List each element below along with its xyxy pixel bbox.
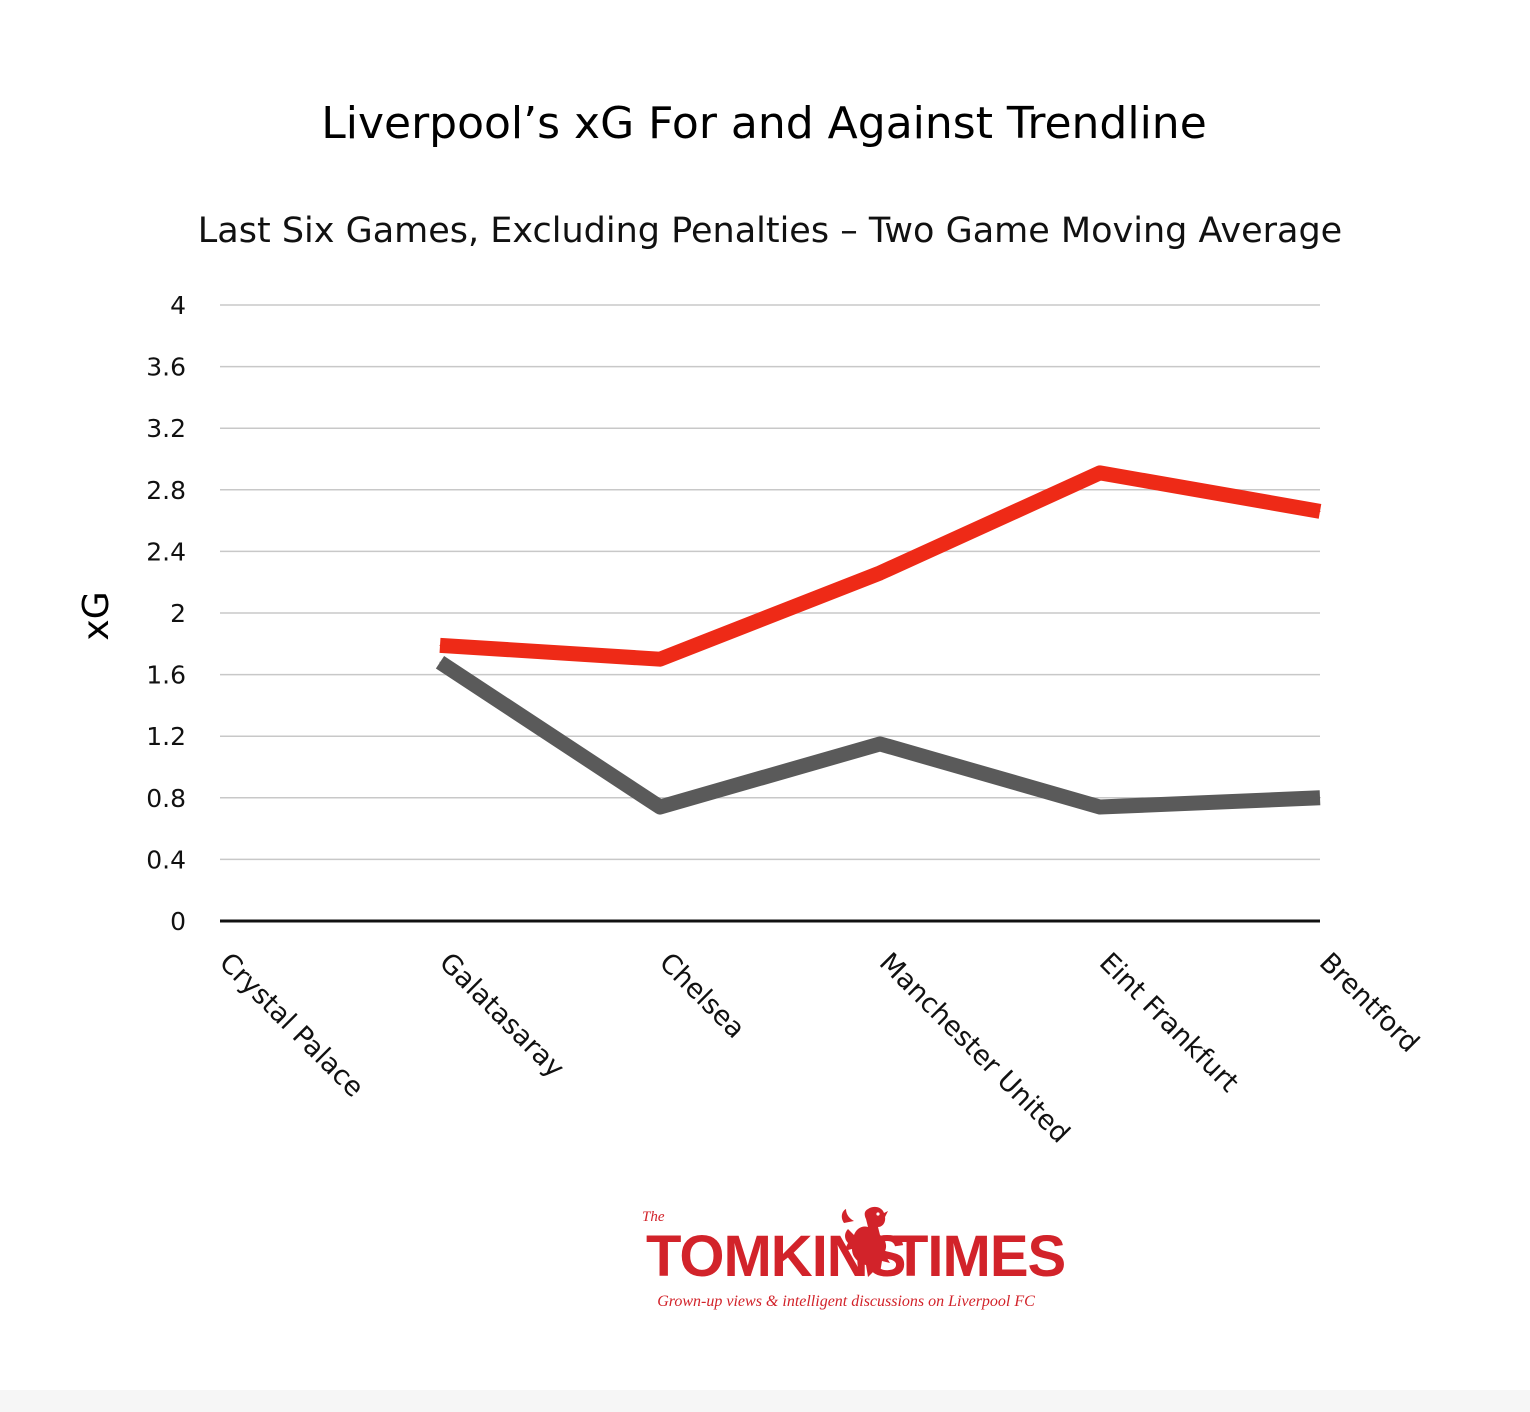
chart-title: Liverpool’s xG For and Against Trendline xyxy=(321,98,1207,149)
y-axis-label: xG xyxy=(76,591,117,640)
data-point xyxy=(879,572,881,574)
series-line-0 xyxy=(439,465,1322,667)
brand-name-right: TIMES xyxy=(893,1224,1065,1289)
x-tick-label: Eint Frankfurt xyxy=(1093,947,1244,1098)
brand-logo: The TOMKINS TIMES Grown-up views & intel… xyxy=(642,1206,1066,1310)
liver-bird-icon xyxy=(841,1206,890,1277)
data-point xyxy=(1319,510,1321,512)
data-point xyxy=(1099,472,1101,474)
data-point xyxy=(439,644,441,646)
x-tick-label: Chelsea xyxy=(653,947,751,1045)
y-tick-label: 3.2 xyxy=(146,414,186,443)
y-tick-label: 4 xyxy=(170,291,186,320)
y-tick-label: 2.4 xyxy=(146,537,186,566)
data-point xyxy=(1099,806,1101,808)
series-line-1 xyxy=(435,656,1321,815)
y-tick-label: 0.8 xyxy=(146,784,186,813)
bottom-strip xyxy=(0,1390,1530,1412)
x-tick-label: Manchester United xyxy=(873,947,1075,1149)
chart-subtitle: Last Six Games, Excluding Penalties – Tw… xyxy=(198,211,1342,251)
y-tick-label: 3.6 xyxy=(146,353,186,382)
data-point xyxy=(659,658,661,660)
series-lines xyxy=(435,465,1322,815)
y-axis-ticks: 0 0.4 0.8 1.2 1.6 2 2.4 2.8 3.2 3.6 4 xyxy=(146,291,186,936)
x-tick-label: Galatasaray xyxy=(433,947,570,1084)
x-tick-label: Brentford xyxy=(1313,947,1425,1059)
y-tick-label: 0.4 xyxy=(146,845,186,874)
brand-small-text: The xyxy=(642,1209,665,1225)
x-axis-ticks: Crystal Palace Galatasaray Chelsea Manchest… xyxy=(213,947,1425,1149)
y-tick-label: 2.8 xyxy=(146,476,186,505)
data-point xyxy=(1319,797,1321,799)
x-tick-label: Crystal Palace xyxy=(213,947,370,1104)
data-point xyxy=(879,743,881,745)
data-point xyxy=(439,661,441,663)
y-tick-label: 1.6 xyxy=(146,661,186,690)
y-tick-label: 2 xyxy=(170,599,186,628)
y-tick-label: 0 xyxy=(170,907,186,936)
y-tick-label: 1.2 xyxy=(146,722,186,751)
data-point xyxy=(659,806,661,808)
brand-tagline: Grown-up views & intelligent discussions… xyxy=(657,1293,1035,1310)
